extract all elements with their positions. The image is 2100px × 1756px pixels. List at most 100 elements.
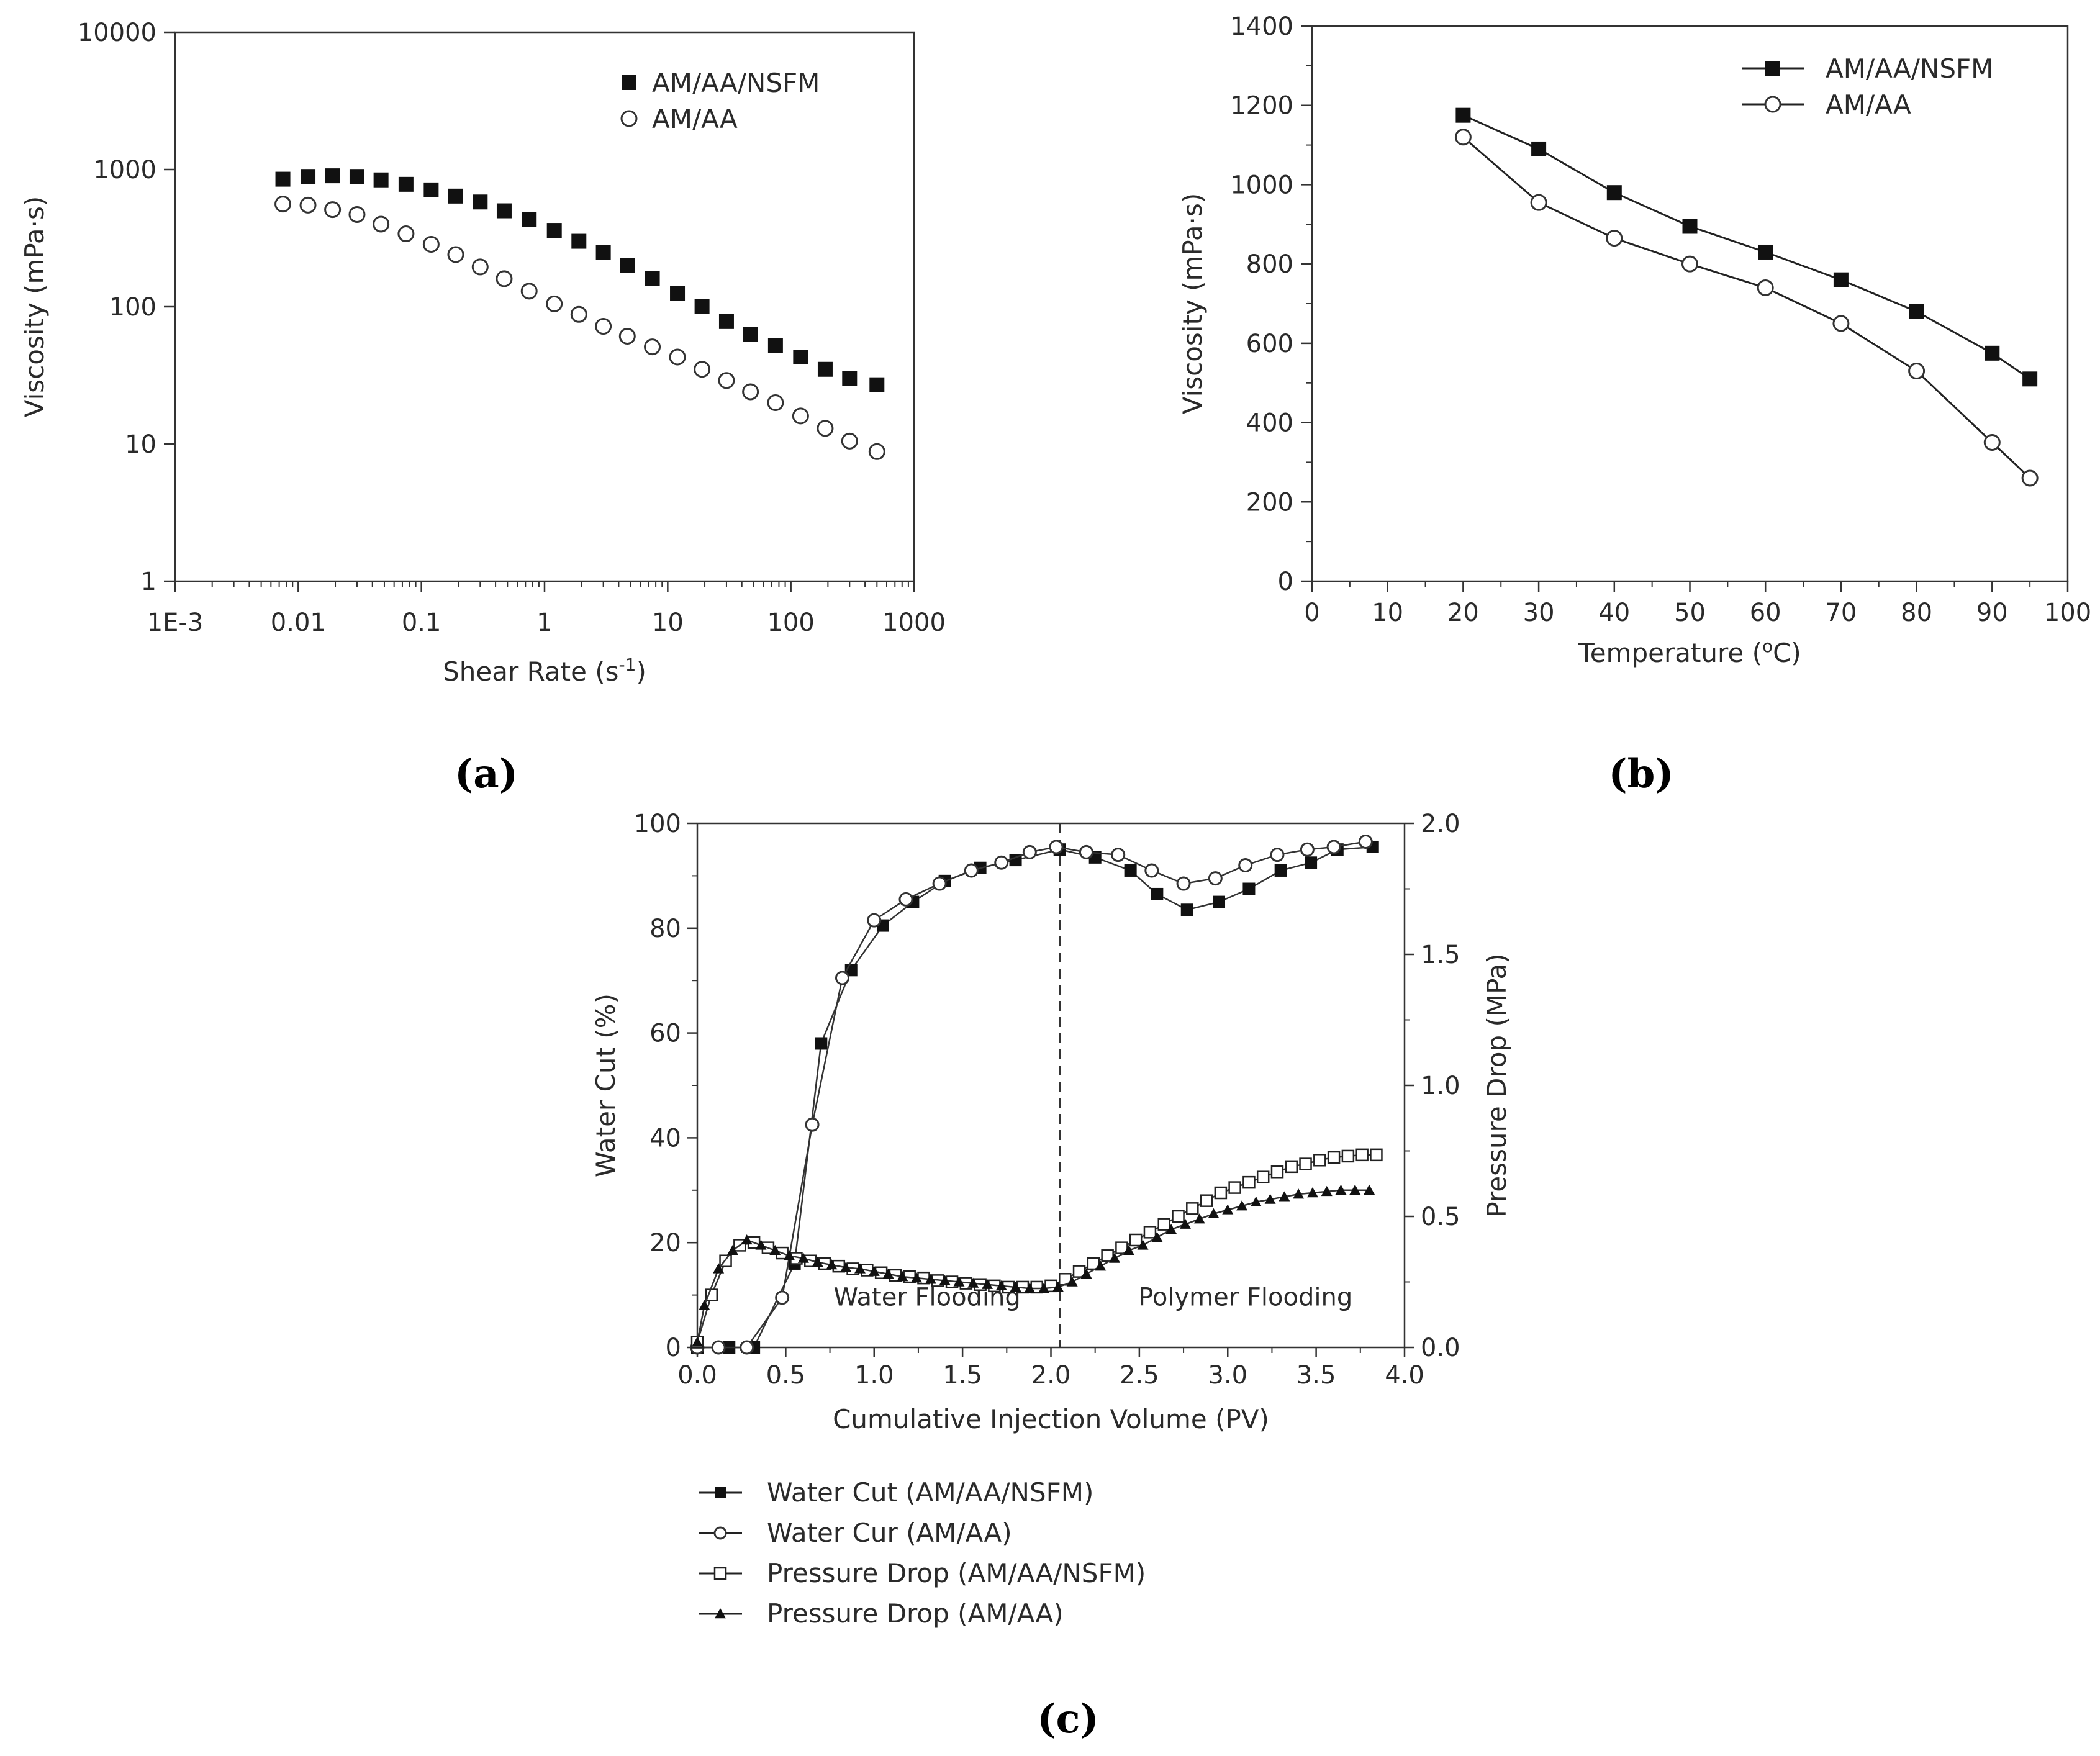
data-point-am-aa-nsfm (718, 314, 734, 329)
data-point-am-aa (447, 246, 464, 263)
x-tick-label: 90 (1976, 599, 2008, 627)
data-point-pressure-drop-am-aa (699, 1300, 710, 1310)
data-point-pressure-drop-am-aa-nsfm (1341, 1149, 1355, 1163)
panel-b-viscosity-vs-temperature: 0 10 20 30 40 50 60 70 80 90 100020040060080010001… (1177, 12, 2091, 797)
data-point-am-aa-nsfm (349, 169, 364, 184)
data-point-am-aa (1983, 434, 2001, 451)
data-point-pressure-drop-am-aa (1193, 1213, 1205, 1224)
data-point-water-cut-am-aa (1079, 844, 1093, 859)
data-point-am-aa-nsfm (793, 350, 808, 365)
data-point-pressure-drop-am-aa (1165, 1224, 1177, 1234)
y-tick-label: 0 (666, 1334, 681, 1362)
data-point-water-cut-am-aa (932, 876, 947, 891)
data-point-am-aa-nsfm (1682, 219, 1698, 234)
data-point-am-aa (595, 318, 612, 335)
data-point-am-aa-nsfm (620, 258, 635, 273)
data-point-pressure-drop-am-aa (741, 1234, 753, 1245)
x-axis-title-superscript: o (1762, 636, 1773, 656)
data-point-am-aa-nsfm (571, 233, 587, 249)
data-point-am-aa (274, 196, 292, 213)
data-point-water-cut-am-aa (898, 892, 913, 907)
data-point-pressure-drop-am-aa (1080, 1268, 1092, 1279)
x-axis-title: Shear Rate (s-1) (443, 654, 646, 687)
y-tick-label: 60 (649, 1020, 681, 1048)
x-tick-label: 0.0 (677, 1361, 717, 1390)
data-point-water-cut-am-aa (1049, 840, 1064, 854)
y2-tick-label: 0.0 (1421, 1334, 1460, 1362)
data-point-water-cut-am-aa (775, 1290, 790, 1305)
x-tick-label: 0.1 (402, 609, 441, 637)
data-point-am-aa-nsfm (1909, 304, 1924, 319)
data-point-pressure-drop-am-aa-nsfm (1370, 1148, 1383, 1162)
y2-tick-label: 1.5 (1421, 941, 1460, 969)
x-tick-label: 10 (652, 609, 684, 637)
data-point-am-aa-nsfm (767, 338, 783, 353)
data-point-am-aa (767, 394, 784, 411)
data-point-am-aa (694, 361, 711, 378)
region-label: Polymer Flooding (1138, 1283, 1352, 1311)
data-point-am-aa-nsfm (842, 371, 858, 386)
data-point-pressure-drop-am-aa (981, 1279, 993, 1289)
data-point-pressure-drop-am-aa-nsfm (1214, 1186, 1228, 1200)
data-point-pressure-drop-am-aa (1279, 1191, 1290, 1202)
data-point-pressure-drop-am-aa-nsfm (705, 1288, 718, 1301)
x-tick-label: 60 (1750, 599, 1781, 627)
data-point-am-aa (546, 295, 563, 312)
x-tick-label: 1E-3 (147, 609, 204, 637)
data-point-water-cut-am-aa (1176, 876, 1191, 891)
data-point-am-aa (792, 407, 809, 425)
data-point-pressure-drop-am-aa-nsfm (1172, 1210, 1185, 1223)
y-tick-label: 400 (1246, 409, 1293, 438)
data-point-pressure-drop-am-aa (1151, 1231, 1163, 1242)
data-point-am-aa (841, 432, 858, 450)
data-point-am-aa (1757, 279, 1774, 296)
y2-axis-title: Pressure Drop (MPa) (1482, 953, 1512, 1217)
data-point-am-aa (868, 443, 885, 460)
data-point-pressure-drop-am-aa (1109, 1252, 1121, 1263)
x-axis-title-end: C) (1773, 638, 1801, 668)
series-line-water-cut-am-aa-nsfm (697, 846, 1373, 1349)
data-point-am-aa-nsfm (743, 327, 758, 342)
panel-a-viscosity-vs-shear-rate: 1E-3 0.01 0.1 1 10 100 1000 1 10 100 1000 10000 Shea… (19, 19, 946, 797)
data-point-pressure-drop-am-aa (1364, 1184, 1375, 1195)
data-point-water-cut-am-aa (740, 1340, 754, 1355)
x-axis-title: Cumulative Injection Volume (PV) (833, 1404, 1269, 1434)
data-point-am-aa (2021, 469, 2039, 487)
legend-marker (620, 110, 638, 127)
data-point-pressure-drop-am-aa-nsfm (1256, 1170, 1270, 1183)
data-point-water-cut-am-aa (1238, 858, 1253, 873)
series-line-pressure-drop-am-aa-nsfm (696, 1154, 1377, 1342)
data-point-pressure-drop-am-aa-nsfm (1285, 1160, 1298, 1174)
data-point-am-aa (742, 383, 759, 401)
y-tick-label: 800 (1246, 250, 1293, 279)
caption-a: (a) (455, 751, 518, 797)
y-axis-title: Viscosity (mPa·s) (19, 196, 50, 417)
data-point-am-aa (817, 420, 834, 437)
data-point-pressure-drop-am-aa (1321, 1185, 1333, 1197)
data-point-pressure-drop-am-aa (840, 1262, 852, 1272)
data-point-pressure-drop-am-aa (1222, 1204, 1234, 1215)
data-point-water-cut-am-aa (1270, 848, 1285, 862)
y-tick-label: 80 (649, 915, 681, 943)
x-tick-label: 0.01 (271, 609, 326, 637)
data-point-pressure-drop-am-aa-nsfm (1313, 1154, 1326, 1167)
x-tick-label: 30 (1523, 599, 1555, 627)
y-tick-label: 1 (141, 568, 156, 596)
legend-marker (622, 75, 636, 90)
data-point-am-aa-nsfm (522, 212, 537, 228)
data-point-pressure-drop-am-aa (797, 1252, 809, 1263)
legend-label: AM/AA (1826, 89, 1911, 120)
data-point-am-aa (618, 327, 636, 345)
data-point-water-cut-am-aa-nsfm (1305, 856, 1318, 869)
data-point-pressure-drop-am-aa-nsfm (1143, 1226, 1157, 1239)
data-point-am-aa (718, 372, 735, 389)
legend-water-cut-am-aa-nsfm-marker (715, 1487, 726, 1498)
data-point-am-aa (1454, 129, 1472, 146)
data-point-water-cut-am-aa (964, 863, 979, 878)
legend-water-cut-am-aa-marker (713, 1526, 727, 1540)
x-tick-label: 1.5 (943, 1361, 982, 1390)
data-point-water-cut-am-aa-nsfm (1274, 864, 1287, 877)
data-point-am-aa (644, 338, 661, 356)
x-tick-label: 100 (2044, 599, 2091, 627)
